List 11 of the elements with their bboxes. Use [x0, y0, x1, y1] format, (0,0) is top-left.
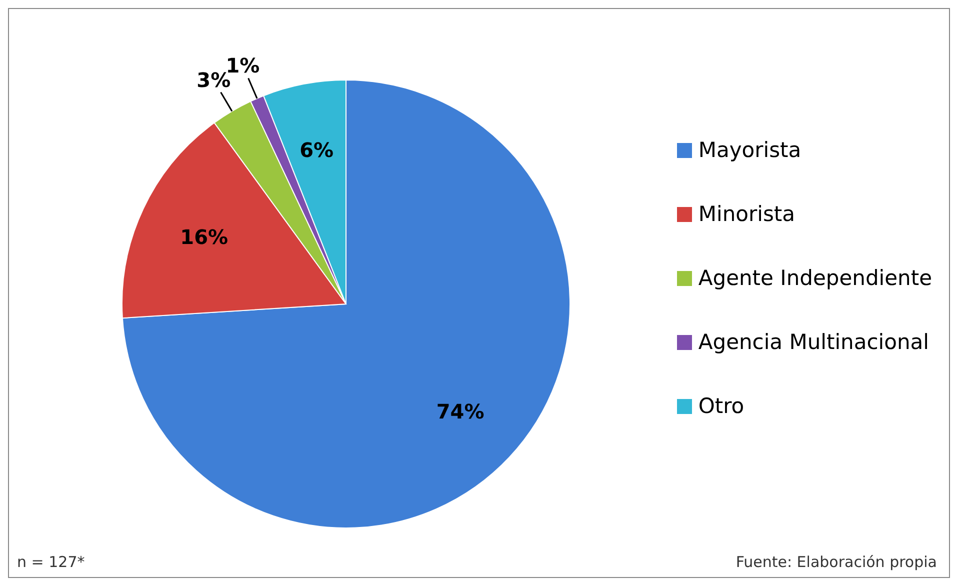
data-label: 1%	[226, 53, 260, 78]
text: n = 127*	[17, 553, 85, 571]
legend-label: Agente Independiente	[698, 266, 932, 290]
legend-label: Agencia Multinacional	[698, 330, 929, 354]
legend-label: Minorista	[698, 202, 795, 226]
data-label: 74%	[436, 399, 484, 424]
data-label: 6%	[300, 138, 334, 162]
data-label: 16%	[180, 225, 228, 250]
legend-label: Mayorista	[698, 138, 802, 162]
source-note: Fuente: Elaboración propia	[736, 553, 937, 571]
legend-label: Otro	[698, 394, 744, 418]
